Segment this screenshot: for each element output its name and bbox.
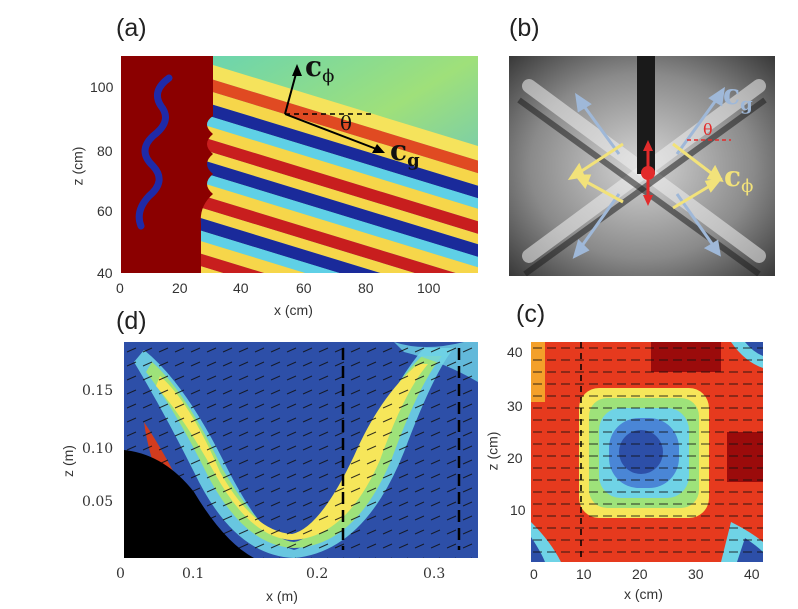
panel-a-xtick: 60 (296, 280, 312, 296)
panel-a-ytick: 80 (97, 143, 113, 159)
panel-b-cg-label: cg (723, 78, 753, 115)
panel-d-plot (124, 342, 478, 558)
panel-d-ylabel: z (m) (59, 445, 76, 477)
panel-a-ytick: 100 (90, 79, 114, 95)
panel-c-xtick: 10 (576, 566, 592, 582)
panel-a-cphi-label: cϕ (305, 50, 335, 87)
panel-a-xlabel: x (cm) (274, 302, 313, 318)
panel-a-xtick: 80 (358, 280, 374, 296)
panel-a-cg-label: cg (390, 134, 420, 171)
panel-d-ytick: 0.05 (82, 494, 114, 510)
panel-c-label: (c) (516, 300, 546, 328)
panel-c-ylabel: z (cm) (484, 431, 501, 471)
panel-c-ytick: 30 (507, 398, 523, 414)
panel-d-label: (d) (116, 307, 147, 335)
panel-a-xtick: 40 (233, 280, 249, 296)
panel-a-theta-label: θ (340, 111, 353, 135)
panel-a-plot (121, 56, 478, 273)
panel-a-xtick: 20 (172, 280, 188, 296)
panel-b-label: (b) (509, 14, 540, 42)
panel-d-ytick: 0.10 (82, 441, 114, 457)
panel-a-ylabel: z (cm) (69, 146, 86, 186)
panel-d-ytick: 0.15 (82, 383, 114, 399)
panel-c-ytick: 10 (510, 502, 526, 518)
panel-a-xtick: 100 (417, 280, 441, 296)
panel-c-xtick: 0 (530, 566, 538, 582)
panel-b-cphi-label: cϕ (724, 160, 754, 197)
panel-c-xtick: 40 (744, 566, 760, 582)
panel-b-photo (509, 56, 775, 276)
panel-c-plot (531, 342, 763, 562)
panel-c-xtick: 30 (688, 566, 704, 582)
panel-b-theta-label: θ (703, 120, 713, 139)
panel-a-xtick: 0 (116, 280, 124, 296)
panel-a-label: (a) (116, 14, 147, 42)
panel-d-xtick: 0 (116, 566, 125, 582)
panel-a-ytick: 60 (97, 203, 113, 219)
panel-d-xtick: 0.1 (182, 566, 205, 582)
panel-a-ytick: 40 (97, 265, 113, 281)
panel-c-xtick: 20 (632, 566, 648, 582)
panel-d-xtick: 0.2 (306, 566, 329, 582)
panel-d-xtick: 0.3 (423, 566, 446, 582)
panel-d-xlabel: x (m) (266, 588, 298, 604)
panel-c-xlabel: x (cm) (624, 586, 663, 602)
panel-c-ytick: 40 (507, 344, 523, 360)
panel-c-ytick: 20 (507, 450, 523, 466)
